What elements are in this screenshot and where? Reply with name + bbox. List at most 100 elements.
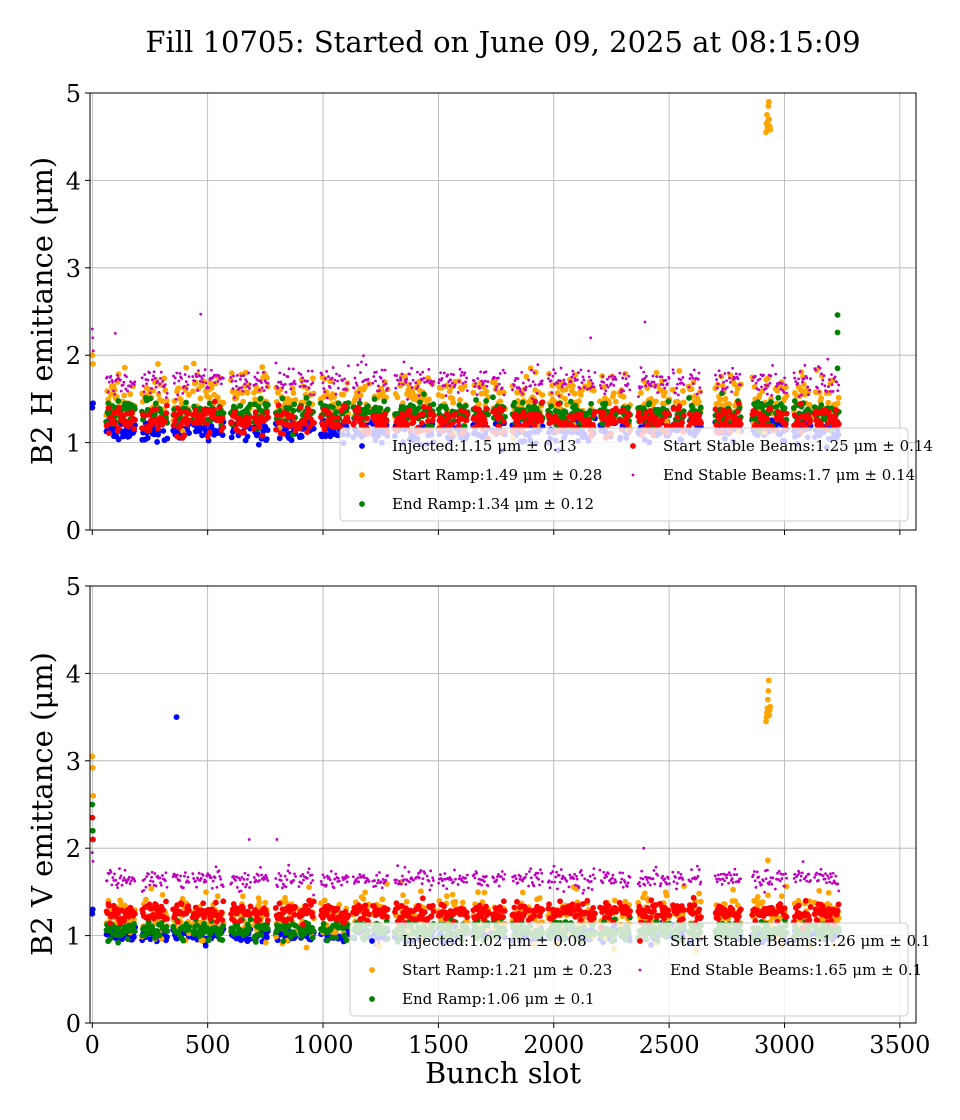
data-point <box>116 373 119 377</box>
data-point <box>265 414 272 421</box>
data-point <box>422 376 426 380</box>
data-point <box>153 376 157 380</box>
data-point <box>163 410 170 417</box>
data-point <box>141 384 145 388</box>
data-point <box>264 925 271 932</box>
data-point <box>372 375 376 378</box>
data-point <box>148 885 155 892</box>
data-point <box>644 384 648 388</box>
data-point <box>555 400 562 407</box>
data-point <box>572 372 575 376</box>
data-point <box>116 405 123 412</box>
data-point <box>592 408 598 415</box>
data-point <box>500 418 507 425</box>
data-point <box>298 385 302 388</box>
data-point <box>725 408 732 414</box>
data-point <box>190 360 197 367</box>
data-point <box>212 398 218 405</box>
data-point <box>653 369 660 376</box>
data-point <box>833 375 837 379</box>
data-point <box>183 385 186 388</box>
data-point <box>307 386 311 390</box>
data-point <box>730 390 734 394</box>
data-point <box>640 385 644 389</box>
data-point <box>203 368 207 371</box>
data-point <box>353 376 357 380</box>
data-point <box>497 414 504 421</box>
data-point <box>396 379 400 382</box>
data-point <box>567 393 571 396</box>
data-point <box>165 391 169 395</box>
data-point <box>381 398 388 405</box>
data-point <box>734 372 738 376</box>
data-point <box>228 434 235 441</box>
data-point <box>243 382 247 386</box>
data-point <box>475 889 481 896</box>
data-point <box>681 376 685 379</box>
data-point <box>164 402 170 409</box>
data-point <box>206 936 213 943</box>
data-point <box>298 433 305 440</box>
data-point <box>429 379 433 383</box>
data-point <box>417 399 423 406</box>
data-point <box>511 388 514 392</box>
data-point <box>362 354 365 358</box>
data-point <box>151 378 154 382</box>
data-point <box>775 384 778 388</box>
legend-label: Injected:1.15 μm ± 0.13 <box>392 437 577 455</box>
data-point <box>767 405 774 412</box>
data-point <box>612 398 619 405</box>
data-point <box>383 417 390 424</box>
data-point <box>174 397 178 401</box>
data-point <box>183 373 187 376</box>
data-point <box>292 379 296 383</box>
data-point <box>250 425 257 432</box>
data-point <box>399 378 403 382</box>
data-point <box>819 372 823 376</box>
data-point <box>382 411 388 418</box>
data-point <box>601 375 605 378</box>
data-point <box>462 402 469 409</box>
figure-title: Fill 10705: Started on June 09, 2025 at … <box>145 25 860 59</box>
data-point <box>301 376 305 380</box>
data-point <box>127 391 134 397</box>
data-point <box>418 373 422 376</box>
data-point <box>437 381 441 385</box>
data-point <box>419 420 425 426</box>
data-point <box>768 381 772 385</box>
data-point <box>818 395 825 402</box>
data-point <box>183 399 189 406</box>
data-point <box>421 370 425 374</box>
data-point <box>591 382 595 385</box>
data-point <box>291 401 298 408</box>
data-point <box>262 370 265 374</box>
data-point <box>220 399 227 406</box>
data-point <box>766 384 770 387</box>
data-point <box>600 410 607 416</box>
data-point <box>380 389 386 396</box>
data-point <box>715 386 719 390</box>
outlier-point <box>834 312 841 318</box>
data-point <box>417 888 424 895</box>
data-point <box>551 374 555 378</box>
data-point <box>762 373 765 377</box>
data-point <box>768 399 774 405</box>
data-point <box>172 418 179 424</box>
data-point <box>347 364 350 368</box>
data-point <box>792 371 796 375</box>
data-point <box>796 382 800 385</box>
data-point <box>814 368 818 372</box>
data-point <box>502 393 506 397</box>
data-point <box>449 378 452 382</box>
data-point <box>211 406 217 413</box>
data-point <box>235 384 238 388</box>
data-point <box>144 435 151 441</box>
data-point <box>162 387 169 394</box>
data-point <box>555 381 559 385</box>
plot-top-ylabel: B2 H emittance (μm) <box>25 157 59 465</box>
data-point <box>230 379 234 383</box>
data-point <box>490 394 496 401</box>
data-point <box>754 381 758 385</box>
data-point <box>781 405 788 412</box>
data-point <box>335 372 338 376</box>
